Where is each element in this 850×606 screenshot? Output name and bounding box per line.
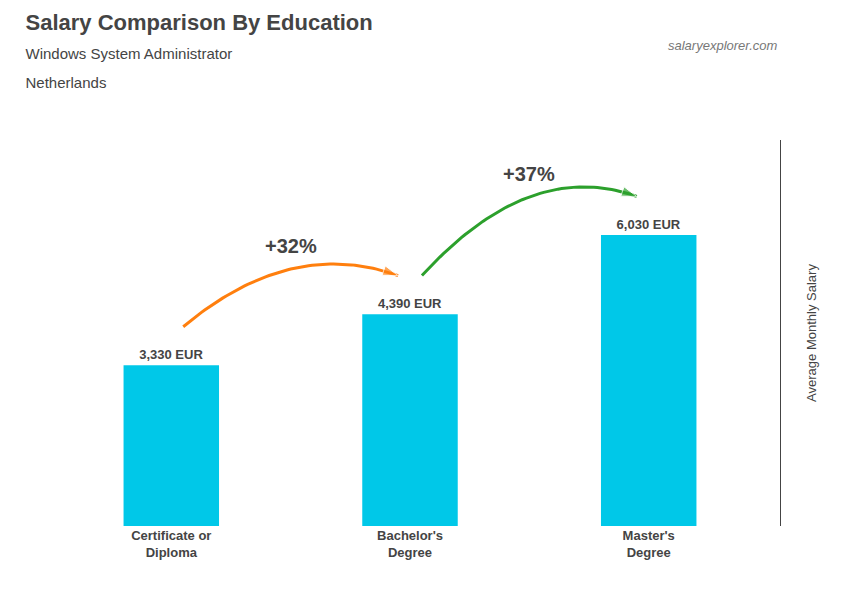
svg-text:Bachelor'sDegree: Bachelor'sDegree: [377, 528, 443, 560]
svg-text:3,330 EUR: 3,330 EUR: [139, 347, 203, 362]
svg-text:Average Monthly Salary: Average Monthly Salary: [804, 264, 819, 402]
svg-text:Certificate orDiploma: Certificate orDiploma: [131, 528, 211, 560]
svg-text:6,030 EUR: 6,030 EUR: [617, 217, 681, 232]
svg-text:salaryexplorer.com: salaryexplorer.com: [668, 38, 778, 53]
svg-text:Master'sDegree: Master'sDegree: [623, 528, 675, 560]
svg-text:+37%: +37%: [503, 163, 555, 185]
svg-text:4,390 EUR: 4,390 EUR: [378, 296, 442, 311]
svg-text:Salary Comparison By Education: Salary Comparison By EducationWindows Sy…: [26, 10, 373, 90]
svg-text:+32%: +32%: [265, 235, 317, 257]
